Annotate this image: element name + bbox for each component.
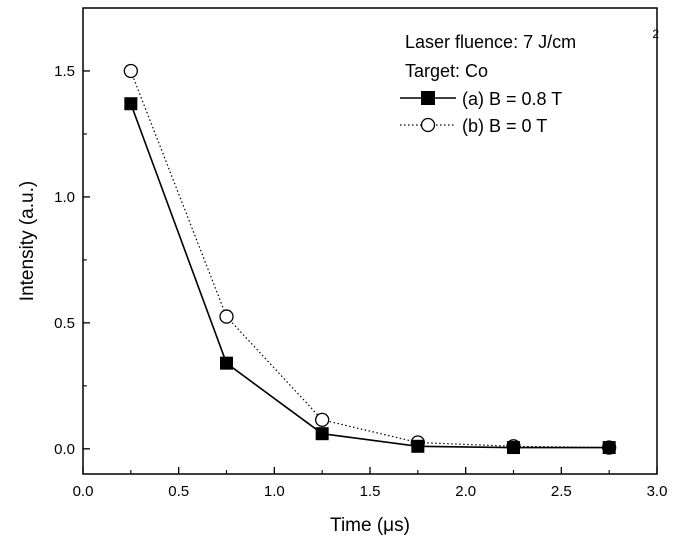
y-tick-label: 0.0: [54, 441, 75, 458]
legend-marker-series-b: [420, 117, 436, 133]
y-axis-title: Intensity (a.u.): [17, 181, 38, 301]
y-tick-label: 1.0: [54, 189, 75, 206]
y-tick-label: 1.5: [54, 63, 75, 80]
data-point-series-b: [219, 309, 234, 324]
x-tick-label: 2.5: [551, 483, 572, 500]
x-tick-label: 1.5: [360, 483, 381, 500]
legend-marker-series-a: [421, 91, 435, 105]
legend: (a) B = 0.8 T (b) B = 0 T: [400, 89, 562, 136]
data-point-series-a: [124, 97, 138, 111]
legend-label-series-a: (a) B = 0.8 T: [462, 89, 562, 109]
series-line-b: [130, 70, 610, 449]
data-point-series-b: [123, 63, 138, 79]
data-point-series-a: [315, 427, 329, 441]
x-tick-label: 0.0: [73, 483, 94, 500]
annotation-laser-fluence: Laser fluence: 7 J/cm: [405, 32, 576, 52]
plot-frame: [82, 7, 658, 475]
data-point-series-b: [315, 412, 330, 427]
x-tick-label: 2.0: [455, 483, 476, 500]
series-line-a: [130, 103, 610, 449]
data-point-series-a: [602, 441, 616, 455]
x-axis-ticks: 0.0 0.5 1.0 1.5 2.0 2.5 3.0: [73, 467, 668, 500]
y-axis-ticks: 0.0 0.5 1.0 1.5: [54, 63, 90, 458]
legend-label-series-b: (b) B = 0 T: [462, 116, 547, 136]
x-axis-title: Time (μs): [330, 515, 410, 536]
series-layer: [123, 63, 617, 455]
annotation-target: Target: Co: [405, 61, 488, 81]
annotation-superscript: 2: [652, 27, 659, 41]
data-point-series-a: [220, 356, 233, 370]
data-point-series-a: [507, 441, 520, 455]
annotation-block: Laser fluence: 7 J/cm 2 Target: Co: [405, 27, 659, 81]
x-tick-label: 1.0: [264, 483, 285, 500]
data-point-series-a: [411, 439, 425, 453]
x-tick-label: 0.5: [168, 483, 189, 500]
y-tick-label: 0.5: [54, 315, 75, 332]
x-tick-label: 3.0: [647, 483, 668, 500]
